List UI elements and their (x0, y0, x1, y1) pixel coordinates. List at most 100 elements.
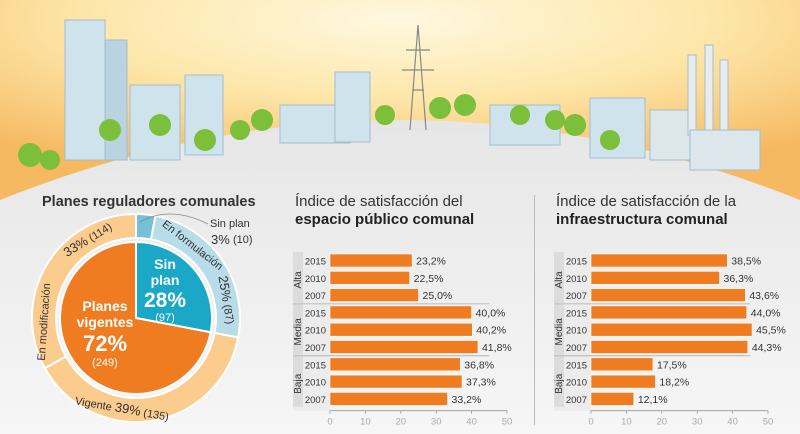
bar-chart-1-title-line2: espacio público comunal (295, 211, 475, 228)
bar-Alta-2015 (329, 253, 413, 268)
group-strip (293, 252, 303, 303)
buildings (64, 19, 761, 171)
x-tick-label: 10 (621, 417, 632, 428)
group-label-Baja: Baja (293, 373, 304, 393)
bar-Alta-2010 (329, 270, 410, 285)
bar-Media-2010 (590, 322, 753, 337)
bar-value-label: 23,2% (416, 256, 446, 268)
year-label: 2007 (566, 291, 587, 302)
inner-sin-plan-count: (97) (155, 312, 175, 324)
year-label: 2007 (566, 395, 587, 406)
bar-Alta-2007 (590, 288, 746, 302)
bar-chart-2-title-line2: infraestructura comunal (556, 211, 728, 228)
group-label-Media: Media (554, 318, 565, 346)
year-label: 2015 (566, 308, 587, 319)
bar-value-label: 25,0% (423, 290, 453, 302)
bar-Media-2007 (590, 340, 749, 354)
year-label: 2007 (305, 291, 326, 302)
year-label: 2010 (566, 378, 587, 389)
bar-Baja-2015 (329, 357, 461, 372)
inner-vigentes-label-2: vigentes (76, 314, 134, 330)
group-label-Alta: Alta (293, 271, 304, 289)
power-tower (402, 24, 434, 131)
bar-Media-2015 (329, 305, 472, 320)
x-tick-label: 0 (588, 417, 593, 428)
bar-Media-2010 (329, 322, 473, 337)
bar-value-label: 36,8% (464, 359, 494, 371)
inner-sin-plan-label: Sin plan (150, 256, 180, 288)
bar-value-label: 37,3% (466, 377, 496, 389)
group-label-Baja: Baja (554, 373, 565, 393)
bar-value-label: 22,5% (414, 273, 444, 285)
outer-sin-plan-label: Sin plan (210, 218, 250, 230)
donut-chart-title: Planes reguladores comunales (42, 194, 256, 210)
year-label: 2010 (566, 326, 587, 337)
outer-sin-plan-count: (10) (233, 234, 253, 246)
bar-value-label: 12,1% (638, 394, 668, 406)
bar-value-label: 44,3% (752, 342, 782, 354)
group-strip (554, 252, 564, 303)
inner-slice-0 (135, 240, 213, 334)
bar-Alta-2010 (590, 270, 720, 285)
x-tick-label: 20 (657, 417, 668, 428)
year-label: 2007 (305, 343, 326, 354)
sin-plan-leader-line (139, 213, 209, 225)
bar-Media-2007 (329, 340, 479, 354)
bar-Media-2015 (590, 305, 748, 320)
outer-sin-plan-percent: 3% (211, 232, 230, 247)
bar-chart-1-title: Índice de satisfacción del espacio públi… (295, 193, 474, 229)
year-label: 2015 (566, 360, 587, 371)
bar-Baja-2007 (329, 392, 448, 406)
x-tick-label: 50 (763, 417, 774, 428)
bar-value-label: 33,2% (452, 394, 482, 406)
inner-sin-plan-percent: 28% (143, 289, 187, 312)
bar-Alta-2015 (590, 253, 728, 268)
inner-vigentes-percent: 72% (82, 331, 128, 356)
outer-slice-3 (31, 212, 137, 370)
year-label: 2010 (305, 274, 326, 285)
bar-value-label: 43,6% (749, 290, 779, 302)
group-strip (293, 303, 303, 355)
bar-value-label: 45,5% (756, 325, 786, 337)
bar-value-label: 36,3% (724, 273, 754, 285)
group-strip (293, 355, 303, 407)
x-tick-label: 30 (692, 417, 703, 428)
bar-Baja-2015 (590, 357, 654, 372)
bar-value-label: 17,5% (657, 359, 687, 371)
group-label-Alta: Alta (554, 271, 565, 289)
x-tick-label: 40 (466, 417, 477, 428)
bar-value-label: 40,0% (476, 307, 506, 319)
year-label: 2015 (305, 360, 326, 371)
bar-Alta-2007 (329, 288, 419, 302)
x-tick-label: 30 (431, 417, 442, 428)
bar-Baja-2007 (590, 392, 635, 406)
bar-Baja-2010 (590, 374, 656, 389)
group-label-Media: Media (293, 318, 304, 346)
year-label: 2015 (305, 308, 326, 319)
bar-value-label: 38,5% (731, 256, 761, 268)
trees (18, 94, 620, 170)
x-tick-label: 50 (502, 417, 513, 428)
x-tick-label: 20 (396, 417, 407, 428)
bar-chart-2-title-line1: Índice de satisfacción de la (556, 193, 737, 210)
bar-Baja-2010 (329, 374, 463, 389)
bar-chart-1-title-line1: Índice de satisfacción del (295, 193, 463, 210)
year-label: 2010 (566, 274, 587, 285)
year-label: 2007 (566, 343, 587, 354)
group-strip (554, 355, 564, 407)
bar-value-label: 40,2% (476, 325, 506, 337)
divider (534, 195, 535, 425)
bar-value-label: 18,2% (659, 377, 689, 389)
group-strip (554, 303, 564, 355)
year-label: 2015 (305, 257, 326, 268)
x-tick-label: 0 (327, 417, 332, 428)
x-tick-label: 40 (727, 417, 738, 428)
year-label: 2015 (566, 257, 587, 268)
bar-value-label: 41,8% (482, 342, 512, 354)
inner-vigentes-label-1: Planes (82, 298, 128, 314)
year-label: 2007 (305, 395, 326, 406)
inner-vigentes-count: (249) (92, 357, 118, 369)
bar-chart-2-title: Índice de satisfacción de la infraestruc… (556, 193, 736, 229)
bar-value-label: 44,0% (751, 307, 781, 319)
